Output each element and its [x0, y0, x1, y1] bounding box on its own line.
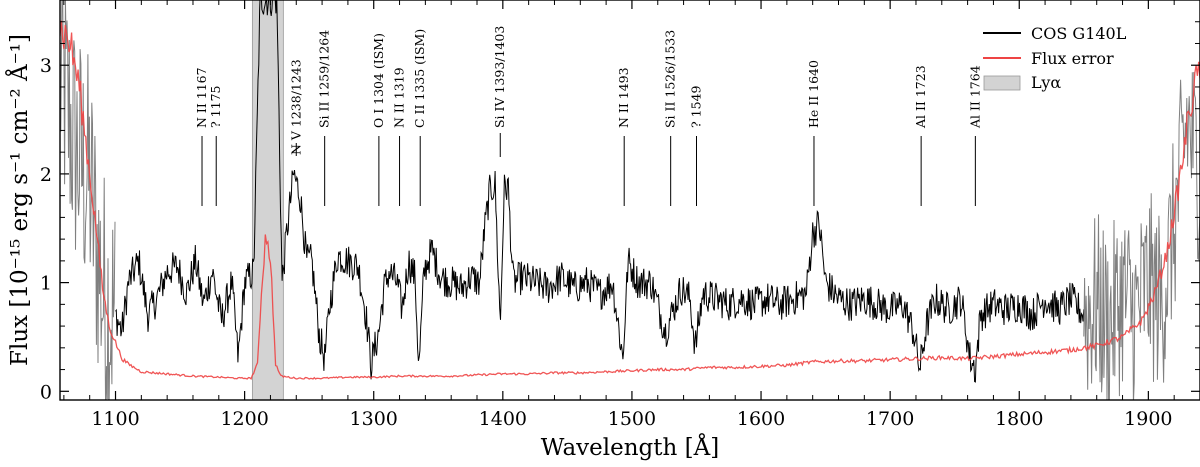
- x-tick-label: 1500: [608, 408, 656, 430]
- x-tick-label: 1300: [350, 408, 398, 430]
- legend-label-lya: Lyα: [1031, 73, 1061, 92]
- y-tick-label: 3: [40, 55, 52, 77]
- line-marker-label: O I 1304 (ISM): [371, 33, 386, 128]
- line-marker-label: C II 1335 (ISM): [412, 29, 427, 128]
- x-axis-title: Wavelength [Å]: [541, 433, 719, 461]
- y-axis-title: Flux [10⁻¹⁵ erg s⁻¹ cm⁻² Å⁻¹]: [5, 34, 33, 366]
- lya-shaded-region: [251, 0, 284, 400]
- line-marker-label: N V 1238/1243: [288, 59, 303, 155]
- x-tick-label: 1200: [220, 408, 268, 430]
- flux-error-series: [60, 20, 1200, 381]
- x-tick-label: 1800: [995, 408, 1043, 430]
- x-tick-label: 1600: [737, 408, 785, 430]
- flux-series-cos-g140l: [115, 0, 1085, 383]
- y-tick-label: 2: [40, 164, 52, 186]
- line-marker-label: ? 1175: [208, 86, 223, 129]
- legend: COS G140L Flux error Lyα: [983, 24, 1127, 92]
- legend-swatch-lya: [983, 75, 1021, 91]
- y-tick-label: 1: [40, 273, 52, 295]
- line-marker-label: Si II 1526/1533: [663, 30, 678, 128]
- line-marker-label: ? 1549: [688, 85, 703, 128]
- flux-series-low-snr-blue: [60, 0, 116, 400]
- x-tick-label: 1700: [866, 408, 914, 430]
- flux-series-low-snr-red: [1083, 71, 1200, 400]
- line-marker-label: Si II 1259/1264: [317, 30, 332, 128]
- plot-frame: [59, 0, 1200, 401]
- line-marker-label: He II 1640: [806, 60, 821, 128]
- line-marker-label: Al II 1723: [913, 65, 928, 129]
- legend-label-cos: COS G140L: [1031, 24, 1127, 43]
- y-tick-label: 0: [40, 381, 52, 403]
- line-marker-label: N II 1319: [392, 67, 407, 128]
- legend-label-error: Flux error: [1031, 49, 1114, 68]
- line-marker-label: Al II 1764: [967, 65, 982, 129]
- line-marker-label: Si IV 1393/1403: [492, 26, 507, 128]
- x-tick-label: 1900: [1124, 408, 1172, 430]
- line-marker-label: N II 1493: [616, 67, 631, 128]
- line-marker-label: N II 1167: [194, 67, 209, 128]
- x-tick-label: 1100: [91, 408, 139, 430]
- x-tick-label: 1400: [479, 408, 527, 430]
